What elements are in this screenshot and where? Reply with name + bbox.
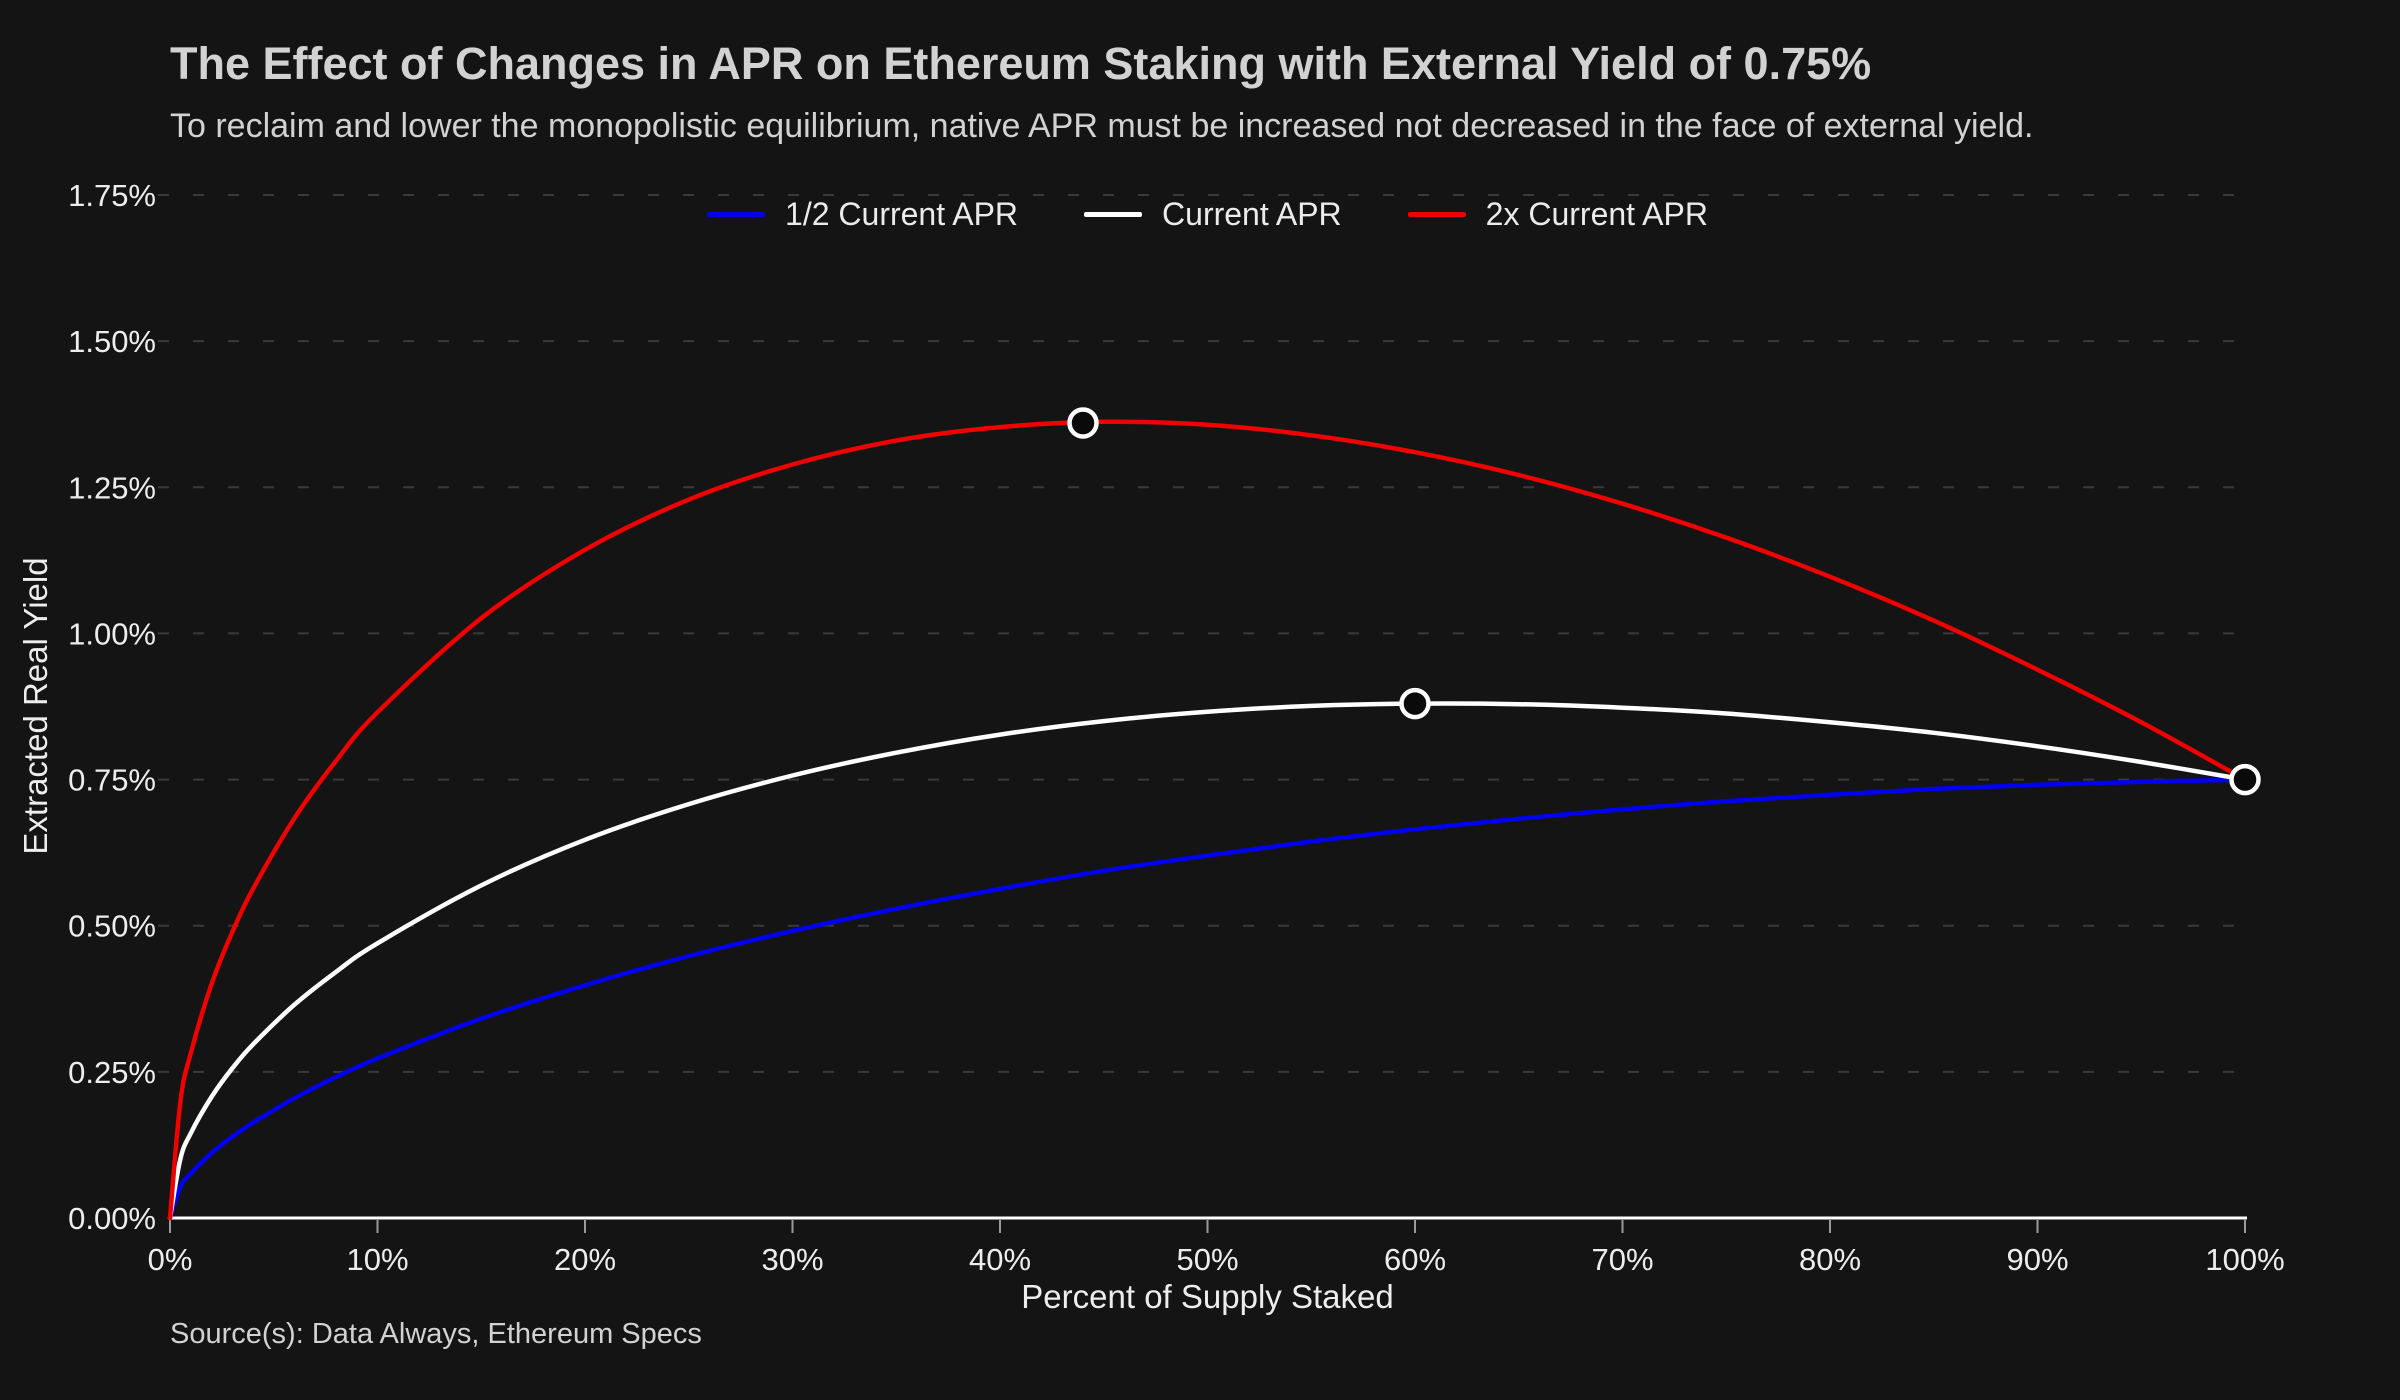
series-line-current-apr <box>167 701 2248 1221</box>
x-tick-label: 100% <box>2205 1242 2284 1277</box>
marker-point-60pct <box>1399 687 1431 720</box>
legend-label: 1/2 Current APR <box>785 196 1019 232</box>
legend-item-2x-current-apr: 2x Current APR <box>1407 196 1708 233</box>
x-tick-label: 20% <box>554 1242 616 1277</box>
marker-point-44pct <box>1067 407 1099 439</box>
legend-item-current-apr: Current APR <box>1084 196 1342 233</box>
source-note: Source(s): Data Always, Ethereum Specs <box>170 1318 702 1350</box>
y-tick-label: 0.00% <box>68 1201 156 1236</box>
x-tick-label: 30% <box>761 1242 823 1277</box>
x-tick-label: 80% <box>1799 1242 1861 1277</box>
y-tick-label: 0.50% <box>68 909 156 944</box>
y-tick-label: 0.75% <box>68 763 156 798</box>
y-tick-label: 1.25% <box>68 470 156 505</box>
legend-swatch-icon <box>1084 212 1143 217</box>
legend-label: Current APR <box>1162 196 1342 232</box>
legend-swatch-icon <box>1407 212 1466 217</box>
y-axis-title: Extracted Real Yield <box>17 557 54 855</box>
x-tick-label: 40% <box>969 1242 1031 1277</box>
x-tick-label: 90% <box>2006 1242 2068 1277</box>
y-tick-label: 1.00% <box>68 616 156 651</box>
chart-title: The Effect of Changes in APR on Ethereum… <box>170 38 1872 89</box>
y-tick-label: 1.50% <box>68 324 156 359</box>
chart-subtitle: To reclaim and lower the monopolistic eq… <box>170 107 2034 145</box>
x-tick-label: 0% <box>148 1242 193 1277</box>
x-tick-label: 70% <box>1591 1242 1653 1277</box>
series-line-2x-current-apr <box>167 419 2248 1221</box>
marker-point-100pct <box>2229 763 2261 796</box>
legend: 1/2 Current APR Current APR 2x Current APR <box>170 196 2245 233</box>
x-tick-label: 60% <box>1384 1242 1446 1277</box>
y-tick-label: 0.25% <box>68 1055 156 1090</box>
y-tick-label: 1.75% <box>68 178 156 213</box>
series-line-1-2-current-apr <box>167 777 2248 1221</box>
x-tick-label: 50% <box>1176 1242 1238 1277</box>
x-tick-label: 10% <box>346 1242 408 1277</box>
x-axis-title: Percent of Supply Staked <box>1021 1278 1394 1315</box>
legend-item-1-2-current-apr: 1/2 Current APR <box>707 196 1018 233</box>
legend-label: 2x Current APR <box>1485 196 1708 232</box>
legend-swatch-icon <box>707 212 766 217</box>
